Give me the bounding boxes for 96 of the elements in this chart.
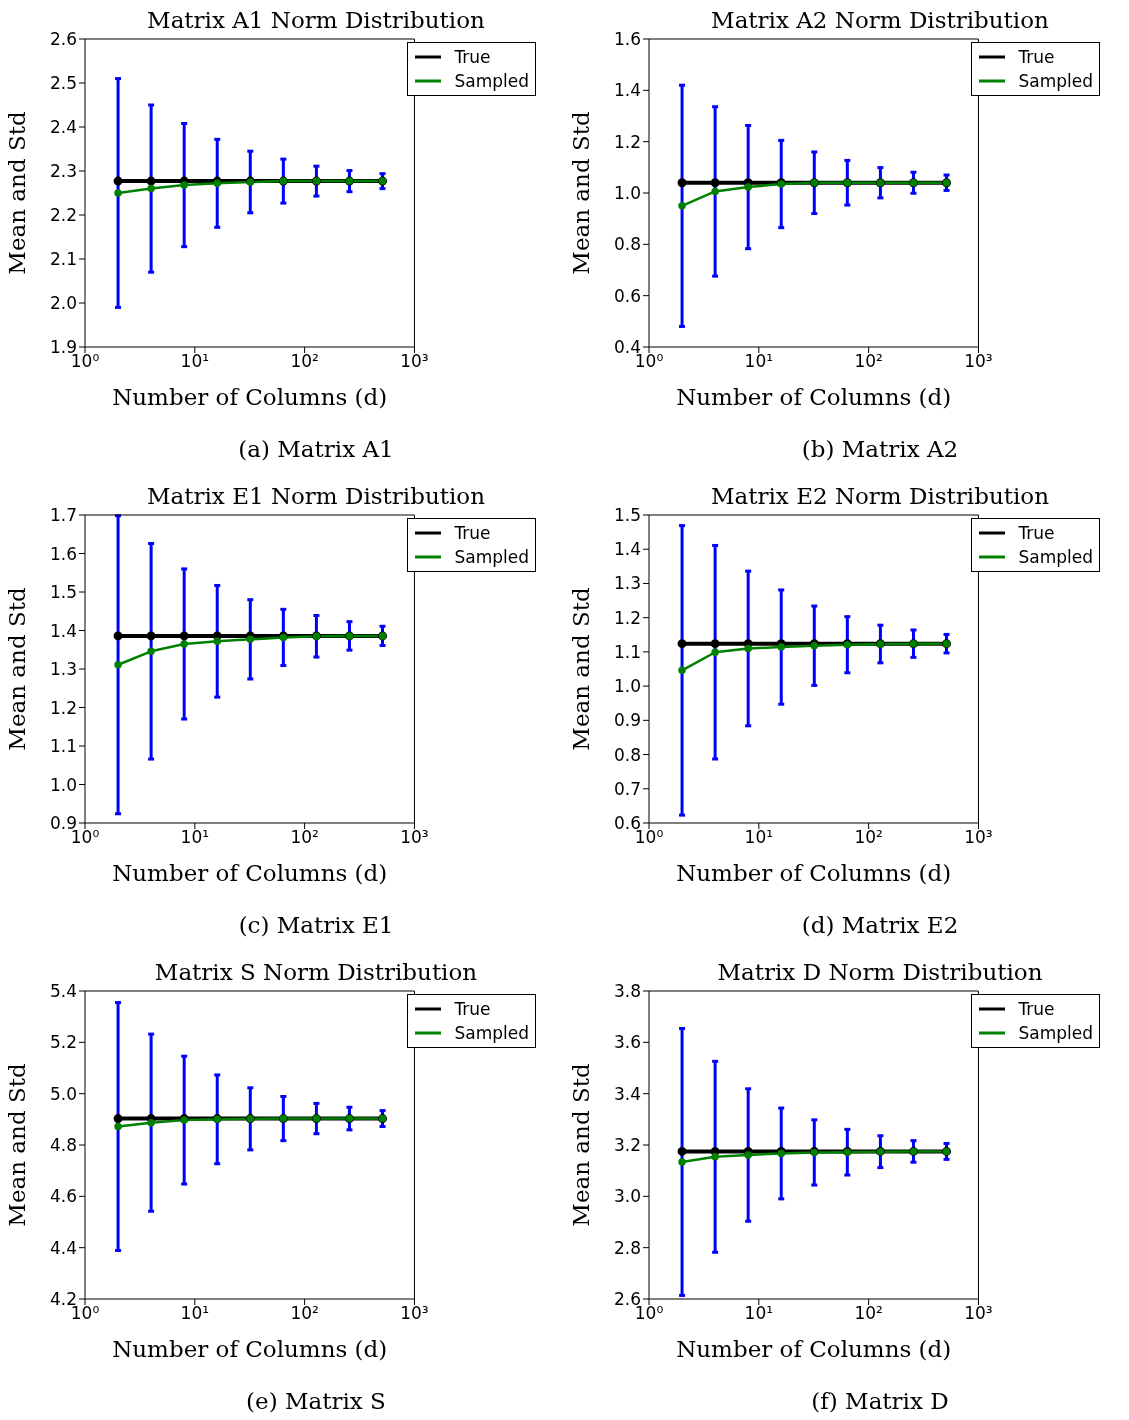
x-axis-title: Number of Columns (d) <box>676 384 952 410</box>
text: (f) Matrix D <box>810 1388 950 1414</box>
y-axis-title: Mean and Std <box>4 587 31 751</box>
y-tick-label: 1.4 <box>613 80 641 101</box>
x-tick-label: 10³ <box>400 351 429 372</box>
y-tick-label: 0.7 <box>613 778 641 799</box>
y-tick-label: 1.0 <box>613 676 641 697</box>
y-tick-label: 3.0 <box>613 1186 641 1207</box>
y-tick-label: 0.6 <box>613 285 641 306</box>
y-tick-label: 1.0 <box>613 183 641 204</box>
y-tick-label: 1.4 <box>613 539 641 560</box>
x-tick-label: 10³ <box>964 827 993 848</box>
y-tick-label: 1.2 <box>613 131 641 152</box>
y-tick-label: 1.2 <box>613 607 641 628</box>
x-tick-label: 10¹ <box>744 1303 774 1324</box>
x-tick-label: 10² <box>290 827 319 848</box>
y-tick-label: 3.2 <box>613 1135 641 1156</box>
chart-title: Matrix S Norm Distribution <box>154 959 478 985</box>
x-axis-title: Number of Columns (d) <box>112 1336 388 1362</box>
y-tick-label: 2.1 <box>49 249 77 270</box>
y-tick-label: 1.4 <box>49 620 77 641</box>
chart-title: Matrix D Norm Distribution <box>717 959 1043 985</box>
y-tick-label: 2.8 <box>613 1237 641 1258</box>
y-axis-title: Mean and Std <box>4 1063 31 1227</box>
legend-label: True <box>454 998 491 1020</box>
y-tick-label: 1.3 <box>613 573 641 594</box>
y-tick-label: 4.4 <box>49 1237 77 1258</box>
y-axis-title: Mean and Std <box>4 111 31 275</box>
legend-label: True <box>454 522 491 544</box>
x-axis-title: Number of Columns (d) <box>676 1336 952 1362</box>
y-axis-title: Mean and Std <box>568 111 595 275</box>
y-tick-label: 0.9 <box>613 710 641 731</box>
x-tick-label: 10¹ <box>180 1303 210 1324</box>
x-tick-label: 10² <box>290 351 319 372</box>
y-tick-label: 5.2 <box>49 1032 77 1053</box>
text: (e) Matrix S <box>245 1388 387 1414</box>
legend-label: Sampled <box>1018 70 1093 92</box>
y-tick-label: 0.8 <box>613 234 641 255</box>
y-tick-label: 5.0 <box>49 1083 77 1104</box>
y-tick-label: 1.5 <box>49 582 77 603</box>
y-tick-label: 1.1 <box>613 641 641 662</box>
x-axis-title: Number of Columns (d) <box>112 860 388 886</box>
legend-label: True <box>1018 522 1055 544</box>
x-tick-label: 10³ <box>964 351 993 372</box>
y-tick-label: 4.8 <box>49 1135 77 1156</box>
x-tick-label: 10² <box>854 827 883 848</box>
legend-label: Sampled <box>454 70 529 92</box>
y-tick-label: 3.8 <box>613 981 641 1002</box>
y-tick-label: 2.2 <box>49 205 77 226</box>
x-tick-label: 10² <box>854 1303 883 1324</box>
x-tick-label: 10² <box>854 351 883 372</box>
y-axis-title: Mean and Std <box>568 1063 595 1227</box>
chart-title: Matrix A1 Norm Distribution <box>147 7 485 33</box>
legend-label: True <box>454 46 491 68</box>
x-tick-label: 10² <box>290 1303 319 1324</box>
y-tick-label: 2.4 <box>49 117 77 138</box>
x-axis-title: Number of Columns (d) <box>112 384 388 410</box>
y-tick-label: 1.7 <box>49 505 77 526</box>
text: (c) Matrix E1 <box>237 912 395 938</box>
legend-label: True <box>1018 46 1055 68</box>
x-axis-title: Number of Columns (d) <box>676 860 952 886</box>
y-tick-label: 2.0 <box>49 293 77 314</box>
legend-label: Sampled <box>454 1022 529 1044</box>
x-tick-label: 10¹ <box>744 827 774 848</box>
y-tick-label: 2.6 <box>49 29 77 50</box>
x-tick-label: 10¹ <box>180 827 210 848</box>
x-tick-label: 10¹ <box>180 351 210 372</box>
y-tick-label: 3.6 <box>613 1032 641 1053</box>
y-tick-label: 2.5 <box>49 73 77 94</box>
y-tick-label: 5.4 <box>49 981 77 1002</box>
legend-label: Sampled <box>1018 1022 1093 1044</box>
y-axis-title: Mean and Std <box>568 587 595 751</box>
legend-label: Sampled <box>454 546 529 568</box>
y-tick-label: 1.1 <box>49 736 77 757</box>
x-tick-label: 10³ <box>964 1303 993 1324</box>
y-tick-label: 1.0 <box>49 774 77 795</box>
chart-title: Matrix E2 Norm Distribution <box>711 483 1049 509</box>
text: (d) Matrix E2 <box>800 912 960 938</box>
chart-title: Matrix A2 Norm Distribution <box>711 7 1049 33</box>
legend-label: Sampled <box>1018 546 1093 568</box>
y-tick-label: 1.6 <box>613 29 641 50</box>
y-tick-label: 1.2 <box>49 697 77 718</box>
x-tick-label: 10³ <box>400 1303 429 1324</box>
x-tick-label: 10¹ <box>744 351 774 372</box>
x-tick-label: 10³ <box>400 827 429 848</box>
y-tick-label: 3.4 <box>613 1083 641 1104</box>
text: (a) Matrix A1 <box>237 436 395 462</box>
y-tick-label: 4.6 <box>49 1186 77 1207</box>
chart-title: Matrix E1 Norm Distribution <box>147 483 485 509</box>
y-tick-label: 2.3 <box>49 161 77 182</box>
legend-label: True <box>1018 998 1055 1020</box>
y-tick-label: 1.5 <box>613 505 641 526</box>
text: (b) Matrix A2 <box>800 436 960 462</box>
y-tick-label: 0.8 <box>613 744 641 765</box>
y-tick-label: 1.6 <box>49 543 77 564</box>
y-tick-label: 1.3 <box>49 659 77 680</box>
